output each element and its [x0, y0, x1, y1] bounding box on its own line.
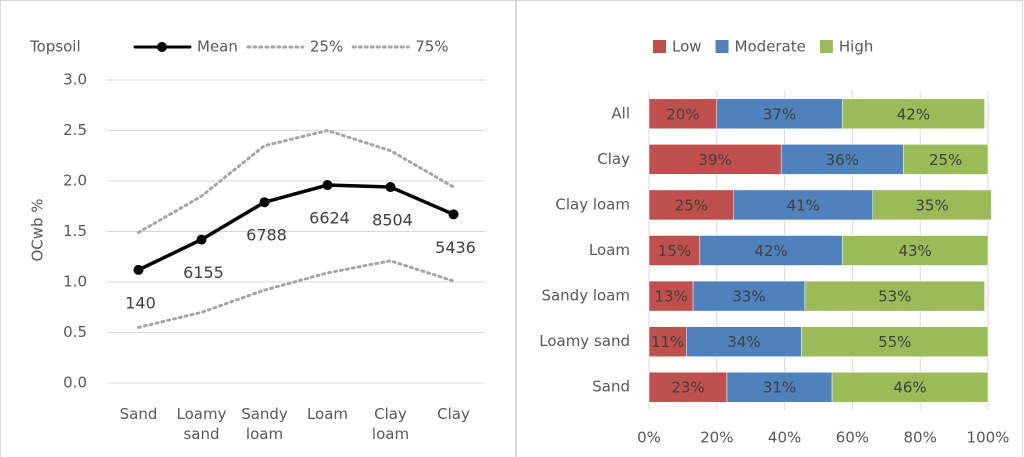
bar-segment [648, 371, 728, 403]
x-tick-label: 40% [768, 429, 801, 447]
value-label: 31% [763, 379, 796, 397]
y-tick-label: 2.5 [63, 121, 87, 139]
bar-segment [841, 235, 989, 266]
chart-title: Topsoil [29, 38, 81, 56]
point [196, 234, 207, 245]
value-label: 23% [671, 379, 704, 397]
bar-segment [726, 371, 833, 403]
y-tick-label: Sand [592, 378, 630, 396]
bar-segment [716, 98, 843, 130]
value-label: 35% [915, 196, 948, 214]
bar-segment [692, 280, 806, 312]
x-tick-label: Loam [306, 405, 349, 423]
line-series [137, 259, 455, 329]
x-tick-label: 60% [836, 429, 869, 447]
value-label: 43% [898, 242, 931, 260]
line-series [137, 128, 455, 235]
value-label: 55% [878, 333, 911, 351]
x-tick-label: Clay loam [371, 405, 410, 443]
line-series [136, 183, 456, 272]
value-label: 42% [897, 105, 930, 123]
bar-segment [831, 371, 989, 403]
value-label: 41% [787, 196, 820, 214]
bar-segment [801, 326, 989, 357]
bar-segment [648, 189, 734, 221]
x-tick-label: 80% [904, 429, 937, 447]
bar-segment [699, 235, 843, 266]
value-label: 20% [666, 105, 699, 123]
x-tick-label: 100% [967, 429, 1010, 447]
x-tick-label: Sand [119, 405, 158, 423]
bar-segment [841, 98, 985, 130]
x-tick-label: 0% [637, 429, 661, 447]
bar-segment [648, 280, 694, 312]
count-label: 6155 [183, 263, 224, 282]
panel-border [0, 0, 516, 457]
count-label: 6788 [246, 226, 287, 245]
point [448, 209, 459, 220]
y-tick-label: 2.0 [63, 172, 87, 190]
legend-label: High [839, 38, 873, 56]
count-label: 8504 [372, 211, 413, 230]
bar-segment [780, 144, 904, 175]
value-label: 39% [698, 151, 731, 169]
value-label: 34% [727, 333, 760, 351]
y-tick-label: Sandy loam [541, 287, 630, 305]
value-label: 46% [893, 379, 926, 397]
y-tick-label: 1.5 [63, 222, 87, 240]
bar-segment [804, 280, 985, 312]
y-tick-label: All [611, 104, 630, 122]
value-label: 53% [878, 288, 911, 306]
y-tick-label: 3.0 [63, 71, 87, 89]
bar-segment [648, 326, 687, 357]
y-tick-label: Loamy sand [539, 332, 630, 350]
point [385, 182, 396, 193]
value-label: 15% [658, 242, 691, 260]
point [259, 197, 270, 208]
value-label: 36% [826, 151, 859, 169]
bar-segment [903, 144, 989, 175]
legend-marker [157, 42, 167, 52]
value-label: 33% [732, 288, 765, 306]
bar-segment [648, 235, 701, 266]
bar-segment [648, 144, 782, 175]
x-tick-label: Clay [437, 405, 470, 423]
y-tick-label: 1.0 [63, 273, 87, 291]
x-tick-label: Loamy sand [176, 405, 227, 443]
value-label: 11% [651, 333, 684, 351]
x-tick-label: 20% [700, 429, 733, 447]
legend-label: Low [672, 38, 702, 56]
count-label: 140 [125, 293, 156, 312]
y-tick-label: Clay loam [555, 195, 630, 213]
value-label: 37% [763, 105, 796, 123]
value-label: 13% [654, 288, 687, 306]
bar-segment [872, 189, 992, 221]
panel-border [516, 0, 1023, 457]
point [133, 264, 144, 275]
value-label: 25% [929, 151, 962, 169]
legend-label: 75% [415, 38, 448, 56]
legend-swatch [819, 40, 833, 53]
bar-segment [686, 326, 802, 357]
legend-swatch [715, 40, 729, 53]
bar-segment [648, 98, 718, 130]
y-tick-label: Clay [597, 150, 630, 168]
point [322, 180, 333, 191]
value-label: 42% [754, 242, 787, 260]
y-tick-label: 0.5 [63, 323, 87, 341]
legend-label: Moderate [735, 38, 806, 56]
legend-label: 25% [310, 38, 343, 56]
x-tick-label: Sandy loam [241, 405, 288, 443]
bar-segment [733, 189, 873, 221]
count-label: 6624 [309, 209, 350, 228]
y-tick-label: 0.0 [63, 374, 87, 392]
value-label: 25% [675, 196, 708, 214]
y-tick-label: Loam [589, 241, 630, 259]
count-label: 5436 [435, 238, 476, 257]
y-axis-label: OCwb % [29, 198, 47, 261]
legend-label: Mean [197, 38, 238, 56]
legend-swatch [653, 40, 666, 53]
